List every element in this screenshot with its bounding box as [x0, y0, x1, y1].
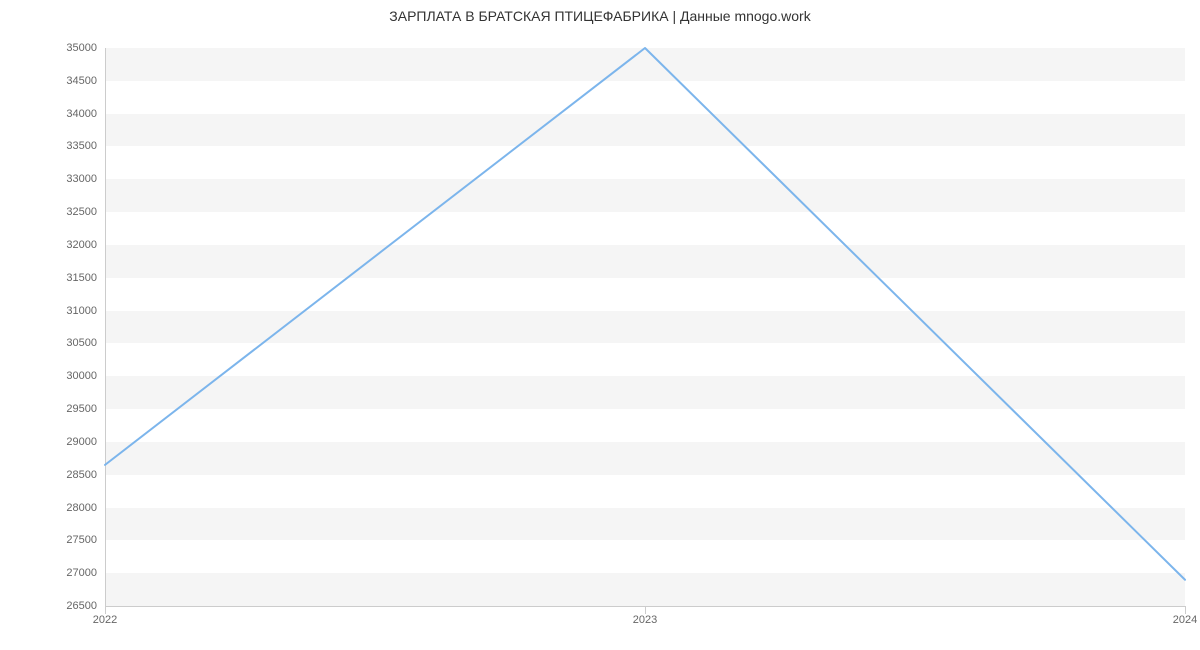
x-tick-label: 2022 — [93, 606, 117, 626]
y-tick-label: 31000 — [66, 305, 105, 317]
salary-line-chart: ЗАРПЛАТА В БРАТСКАЯ ПТИЦЕФАБРИКА | Данны… — [0, 0, 1200, 650]
y-tick-label: 29500 — [66, 403, 105, 415]
y-tick-label: 32000 — [66, 239, 105, 251]
y-tick-label: 30500 — [66, 337, 105, 349]
y-tick-label: 34500 — [66, 75, 105, 87]
y-tick-label: 34000 — [66, 108, 105, 120]
chart-title: ЗАРПЛАТА В БРАТСКАЯ ПТИЦЕФАБРИКА | Данны… — [0, 8, 1200, 24]
y-tick-label: 31500 — [66, 272, 105, 284]
plot-area: 2650027000275002800028500290002950030000… — [105, 48, 1185, 606]
y-tick-label: 35000 — [66, 42, 105, 54]
y-tick-label: 30000 — [66, 370, 105, 382]
x-tick-label: 2023 — [633, 606, 657, 626]
y-tick-label: 33500 — [66, 140, 105, 152]
y-tick-label: 29000 — [66, 436, 105, 448]
y-tick-label: 27500 — [66, 534, 105, 546]
x-tick-label: 2024 — [1173, 606, 1197, 626]
y-tick-label: 33000 — [66, 173, 105, 185]
y-tick-label: 32500 — [66, 206, 105, 218]
y-tick-label: 28500 — [66, 469, 105, 481]
y-tick-label: 27000 — [66, 567, 105, 579]
line-series — [105, 48, 1185, 606]
y-tick-label: 28000 — [66, 502, 105, 514]
